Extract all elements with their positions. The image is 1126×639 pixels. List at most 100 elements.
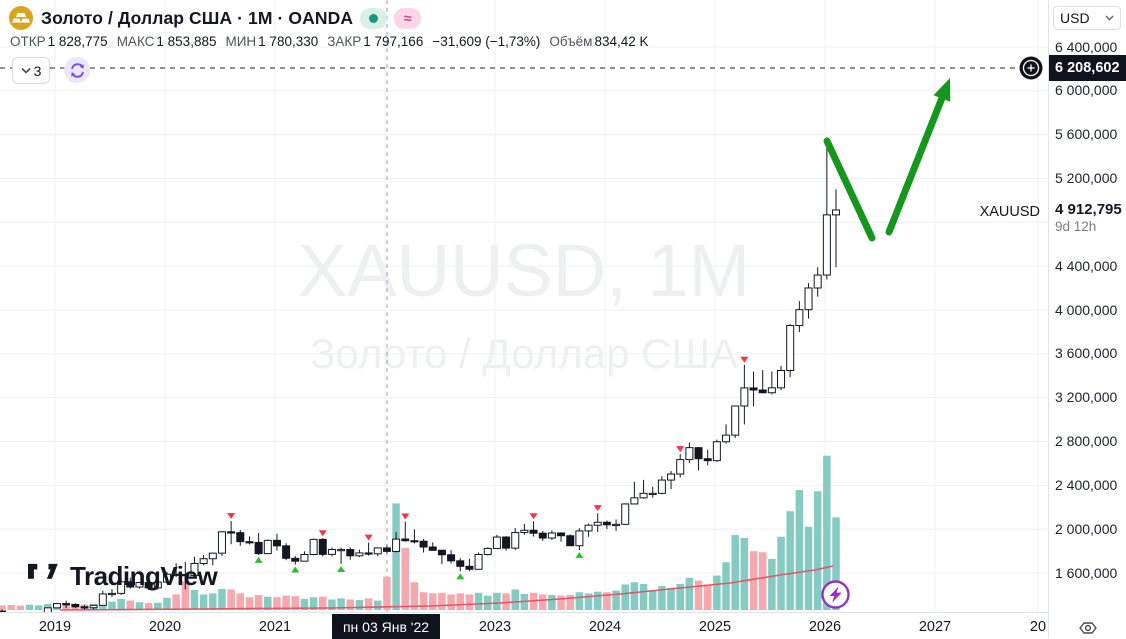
- candle-body[interactable]: [227, 531, 236, 534]
- candle-body[interactable]: [401, 538, 410, 542]
- candle-body[interactable]: [437, 549, 446, 556]
- candle-body[interactable]: [731, 405, 740, 436]
- candle-body[interactable]: [162, 573, 171, 583]
- price-scale[interactable]: USD 6 400,000 6 000,000 5 600,000 5 200,000…: [1048, 0, 1126, 638]
- candle-body[interactable]: [676, 459, 685, 475]
- candle-body[interactable]: [190, 562, 199, 577]
- candle-body[interactable]: [428, 546, 437, 551]
- candle-body[interactable]: [263, 539, 272, 555]
- candle-body[interactable]: [144, 582, 153, 589]
- candle-body[interactable]: [172, 573, 181, 576]
- candle-body[interactable]: [291, 557, 300, 562]
- candle-body[interactable]: [685, 447, 694, 461]
- candle-body[interactable]: [511, 532, 520, 549]
- candle-body[interactable]: [71, 603, 80, 608]
- trend-arrow-head[interactable]: [933, 78, 951, 102]
- currency-switcher[interactable]: USD: [1053, 6, 1121, 30]
- scale-settings-gear-icon[interactable]: [1079, 619, 1097, 637]
- candle-body[interactable]: [557, 532, 566, 537]
- candle-body[interactable]: [419, 540, 428, 548]
- candle-body[interactable]: [98, 593, 107, 606]
- candle-body[interactable]: [373, 547, 382, 555]
- candle-body[interactable]: [777, 369, 786, 389]
- candle-body[interactable]: [272, 539, 281, 547]
- candle-body[interactable]: [584, 524, 593, 532]
- candle-body[interactable]: [520, 529, 529, 534]
- candle-body[interactable]: [538, 532, 547, 539]
- candle-body[interactable]: [107, 592, 116, 596]
- candle-body[interactable]: [667, 473, 676, 481]
- candle-body[interactable]: [795, 309, 804, 326]
- candle-body[interactable]: [364, 552, 373, 555]
- lightning-badge-icon[interactable]: [820, 579, 851, 610]
- candle-body[interactable]: [602, 521, 611, 526]
- candle-body[interactable]: [712, 441, 721, 462]
- candle-body[interactable]: [465, 565, 474, 570]
- candle-body[interactable]: [80, 606, 89, 609]
- trend-arrow-up-stroke[interactable]: [885, 94, 946, 236]
- candle-body[interactable]: [410, 540, 419, 543]
- candle-body[interactable]: [547, 532, 556, 539]
- candle-body[interactable]: [694, 447, 703, 460]
- candle-body[interactable]: [217, 531, 226, 554]
- candle-body[interactable]: [447, 554, 456, 562]
- candle-body[interactable]: [346, 549, 355, 557]
- candle-body[interactable]: [474, 553, 483, 570]
- candle-body[interactable]: [89, 604, 98, 609]
- candle-body[interactable]: [749, 387, 758, 391]
- trend-arrow-down-stroke[interactable]: [823, 137, 876, 242]
- candle-body[interactable]: [492, 536, 501, 549]
- market-status-badge[interactable]: [360, 7, 388, 29]
- candle-body[interactable]: [245, 541, 254, 544]
- candle-body[interactable]: [327, 549, 336, 555]
- candle-body[interactable]: [0, 610, 6, 612]
- chart-canvas[interactable]: [0, 0, 1048, 612]
- symbol-title[interactable]: Золото / Доллар США · 1M · OANDA: [41, 7, 354, 28]
- candle-body[interactable]: [153, 581, 162, 589]
- candle-body[interactable]: [767, 387, 776, 394]
- candle-body[interactable]: [300, 553, 309, 562]
- candle-body[interactable]: [822, 214, 831, 276]
- candle-body[interactable]: [639, 492, 648, 499]
- candle-body[interactable]: [832, 209, 841, 216]
- candle-body[interactable]: [621, 503, 630, 525]
- time-axis[interactable]: 2019 2020 2021 2023 2024 2025 2026 2027 20 пн 03…: [0, 612, 1048, 639]
- candle-body[interactable]: [740, 387, 749, 407]
- candle-body[interactable]: [612, 523, 621, 527]
- candle-body[interactable]: [43, 607, 52, 612]
- candle-body[interactable]: [722, 434, 731, 443]
- candle-body[interactable]: [392, 538, 401, 552]
- candle-body[interactable]: [309, 538, 318, 555]
- candle-body[interactable]: [355, 552, 364, 557]
- candle-body[interactable]: [135, 582, 144, 588]
- candle-body[interactable]: [813, 274, 822, 289]
- candle-body[interactable]: [236, 532, 245, 543]
- candle-body[interactable]: [382, 547, 391, 552]
- candle-body[interactable]: [657, 479, 666, 494]
- candle-body[interactable]: [254, 541, 263, 555]
- approx-data-badge[interactable]: ≈: [394, 7, 422, 29]
- collapsed-indicators-button[interactable]: 3: [12, 57, 50, 84]
- candle-body[interactable]: [456, 560, 465, 567]
- candle-body[interactable]: [575, 530, 584, 547]
- candle-body[interactable]: [786, 324, 795, 371]
- candle-body[interactable]: [630, 497, 639, 505]
- candle-body[interactable]: [62, 603, 71, 606]
- candle-body[interactable]: [208, 552, 217, 560]
- candle-body[interactable]: [337, 549, 346, 552]
- candle-body[interactable]: [804, 287, 813, 311]
- candle-body[interactable]: [318, 538, 327, 555]
- candle-body[interactable]: [117, 581, 126, 594]
- candle-body[interactable]: [593, 521, 602, 526]
- candle-body[interactable]: [483, 547, 492, 555]
- candle-body[interactable]: [126, 581, 135, 588]
- candle-body[interactable]: [648, 492, 657, 496]
- sync-replay-button[interactable]: [64, 57, 90, 83]
- tradingview-logo[interactable]: TradingView: [28, 561, 218, 592]
- candle-body[interactable]: [703, 458, 712, 462]
- candle-body[interactable]: [502, 536, 511, 549]
- candle-body[interactable]: [282, 545, 291, 559]
- candle-body[interactable]: [566, 535, 575, 547]
- candle-body[interactable]: [758, 389, 767, 394]
- candle-body[interactable]: [181, 574, 190, 577]
